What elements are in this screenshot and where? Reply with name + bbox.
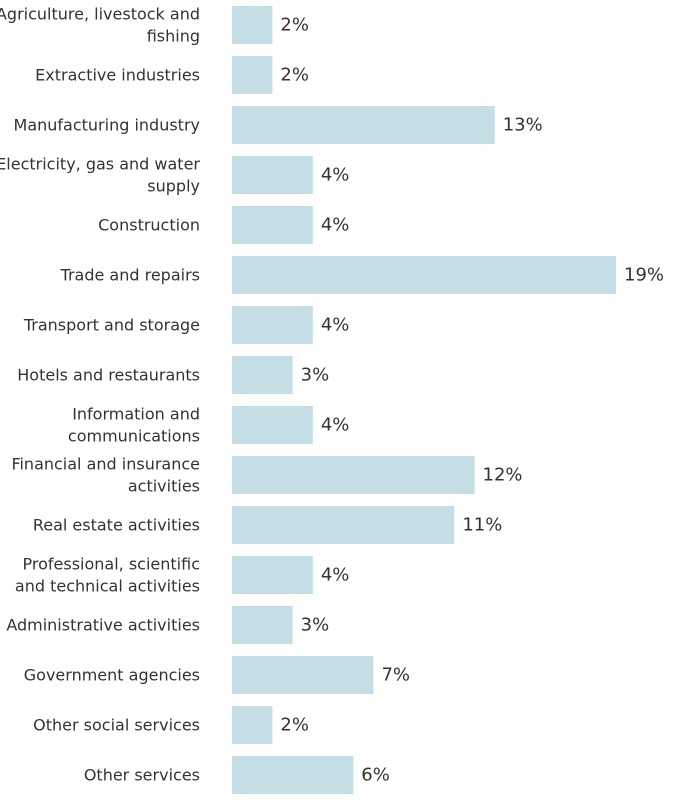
category-label: Hotels and restaurants bbox=[17, 366, 200, 385]
bar-value-label: 6% bbox=[361, 765, 390, 786]
bar-value-label: 4% bbox=[321, 215, 350, 236]
bar-value-label: 3% bbox=[301, 615, 330, 636]
category-label: Real estate activities bbox=[33, 516, 200, 535]
value-labels-group: 2% 2% 13% 4% 4% 19% 4% 3% 4% 12% 11% 4% 3% 7% 2% 6% bbox=[280, 15, 664, 786]
bar-value-label: 2% bbox=[280, 65, 309, 86]
category-label: Information and communications bbox=[68, 405, 200, 446]
category-label: Administrative activities bbox=[6, 616, 200, 635]
bar bbox=[232, 456, 475, 494]
bar bbox=[232, 156, 313, 194]
category-label: Trade and repairs bbox=[60, 266, 200, 285]
bar bbox=[232, 556, 313, 594]
category-label: Professional, scientific and technical ac… bbox=[15, 555, 200, 596]
bar-value-label: 4% bbox=[321, 315, 350, 336]
category-labels-group: Agriculture, livestock and fishing Extract… bbox=[0, 5, 200, 785]
bar-value-label: 2% bbox=[280, 715, 309, 736]
bar-value-label: 4% bbox=[321, 565, 350, 586]
category-label: Other social services bbox=[33, 716, 200, 735]
category-label: Agriculture, livestock and fishing bbox=[0, 5, 200, 46]
bar bbox=[232, 6, 273, 44]
bar-value-label: 4% bbox=[321, 415, 350, 436]
bar bbox=[232, 256, 616, 294]
category-label: Government agencies bbox=[24, 666, 200, 685]
bar bbox=[232, 606, 293, 644]
category-label: Other services bbox=[84, 766, 200, 785]
bars-group bbox=[232, 6, 616, 794]
bar-value-label: 4% bbox=[321, 165, 350, 186]
bar-value-label: 11% bbox=[462, 515, 502, 536]
category-label: Transport and storage bbox=[23, 316, 200, 335]
bar bbox=[232, 506, 455, 544]
bar bbox=[232, 756, 354, 794]
bar bbox=[232, 656, 374, 694]
bar bbox=[232, 706, 273, 744]
bar bbox=[232, 356, 293, 394]
bar-value-label: 2% bbox=[280, 15, 309, 36]
bar bbox=[232, 406, 313, 444]
bar-value-label: 19% bbox=[624, 265, 664, 286]
category-label: Electricity, gas and water supply bbox=[0, 155, 200, 196]
bar bbox=[232, 106, 495, 144]
bar bbox=[232, 56, 273, 94]
category-label: Financial and insurance activities bbox=[11, 455, 200, 496]
category-label: Extractive industries bbox=[35, 66, 200, 85]
bar-value-label: 13% bbox=[503, 115, 543, 136]
bar bbox=[232, 306, 313, 344]
category-label: Manufacturing industry bbox=[14, 116, 200, 135]
bar-value-label: 7% bbox=[381, 665, 410, 686]
category-label: Construction bbox=[98, 216, 200, 235]
bar-value-label: 3% bbox=[301, 365, 330, 386]
bar-value-label: 12% bbox=[483, 465, 523, 486]
bar bbox=[232, 206, 313, 244]
